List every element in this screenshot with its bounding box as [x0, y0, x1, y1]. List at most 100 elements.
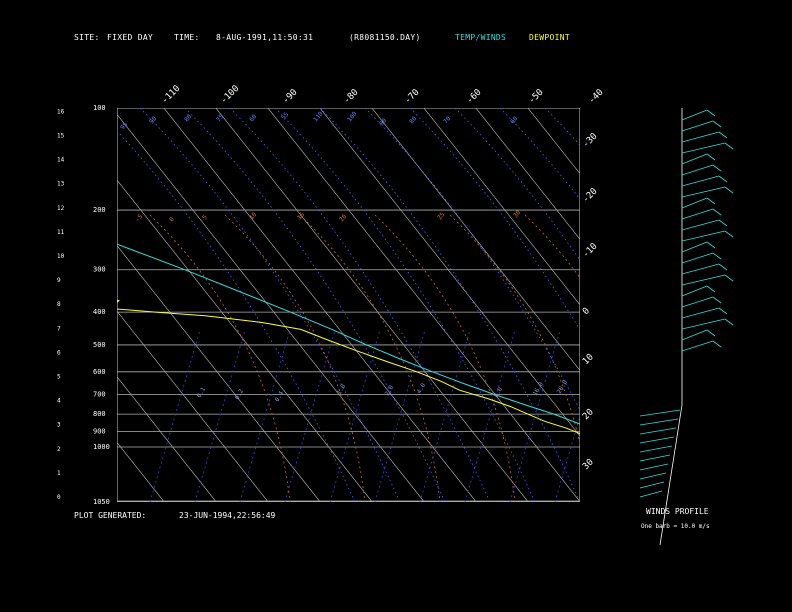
wind-barb-flag	[718, 263, 728, 271]
time-value: 8-AUG-1991,11:50:31	[216, 33, 314, 42]
isotherm-line	[215, 108, 528, 502]
wind-barb-flag	[706, 153, 716, 161]
wind-barb	[681, 340, 714, 352]
dry-adiabat-line	[364, 108, 580, 411]
wind-barb-flag	[706, 109, 716, 117]
pressure-label: 400	[93, 308, 106, 316]
right-temp-label: -10	[581, 242, 600, 261]
isotherm-line	[0, 108, 59, 501]
pressure-label: 500	[93, 341, 106, 349]
dry-adiabat-label: 95	[119, 121, 129, 131]
mixing-ratio-line	[509, 329, 561, 502]
wind-barb	[681, 109, 708, 121]
mixing-ratio-label: 4.0	[416, 382, 428, 395]
wind-barb-low	[639, 445, 673, 453]
wind-barb	[681, 252, 714, 264]
wind-barb	[681, 241, 708, 253]
winds-barb-note: One barb = 10.0 m/s	[641, 523, 710, 530]
moist-adiabat-label: 25	[436, 211, 446, 221]
moist-adiabat-label: 20	[338, 213, 348, 223]
wind-barb-low	[639, 409, 681, 417]
pressure-label: 200	[93, 206, 106, 214]
dry-adiabat-label: 100	[346, 110, 359, 123]
isotherm-line	[371, 108, 580, 372]
mixing-ratio-label: 2.0	[384, 384, 396, 397]
top-temp-label: -70	[403, 88, 422, 107]
pressure-label: 1000	[93, 443, 110, 451]
dry-adiabat-label: 55	[280, 111, 290, 121]
wind-barb	[681, 186, 726, 198]
pressure-label: 100	[93, 104, 106, 112]
dry-adiabat-label: 70	[442, 115, 452, 125]
moist-adiabat-label: 15	[296, 211, 306, 221]
dry-adiabat-label: 75	[215, 113, 225, 123]
wind-barb	[681, 197, 708, 209]
isotherm-line	[319, 108, 580, 437]
isotherm-line	[267, 108, 580, 502]
wind-barb	[681, 318, 726, 330]
height-label: 5	[57, 374, 61, 381]
height-label: 16	[57, 108, 65, 115]
wind-barb	[681, 164, 714, 176]
isotherm-line	[163, 108, 476, 502]
wind-barb-low	[639, 454, 671, 462]
right-temp-label: 20	[581, 407, 596, 422]
right-temp-label: 30	[581, 457, 596, 472]
moist-adiabat-label: 5	[201, 214, 209, 222]
temperature-line	[117, 243, 580, 425]
wind-barb-flag	[706, 285, 716, 293]
height-label: 6	[57, 349, 61, 356]
wind-barb	[681, 208, 714, 220]
pressure-label: 300	[93, 266, 106, 274]
winds-profile-title: WINDS PROFILE	[646, 507, 709, 516]
wind-barb	[681, 175, 720, 187]
isotherm-line	[117, 441, 164, 502]
height-label: 15	[57, 133, 65, 140]
pressure-label: 700	[93, 390, 106, 398]
site-value: FIXED DAY	[107, 33, 154, 42]
dry-adiabat-line	[499, 108, 580, 200]
pressure-label: 1050	[93, 498, 110, 506]
wind-barb-flag	[724, 230, 734, 238]
dry-adiabat-label: 80	[183, 113, 193, 123]
wind-barb	[681, 296, 714, 308]
dry-adiabat-line	[409, 108, 580, 331]
mixing-ratio-line	[239, 329, 291, 502]
wind-barb-flag	[712, 208, 722, 216]
mixing-ratio-line	[284, 329, 336, 502]
mixing-ratio-label: 1.0	[336, 383, 348, 396]
mixing-ratio-label: 0.1	[196, 386, 208, 399]
temp-legend: TEMP/WINDS	[455, 33, 507, 42]
plot-frame	[117, 108, 580, 502]
wind-barb	[681, 329, 708, 341]
top-temp-label: -40	[587, 88, 606, 107]
dry-adiabat-line	[139, 108, 401, 502]
wind-barb	[681, 307, 720, 319]
wind-barb-low	[639, 481, 665, 489]
top-temp-label: -100	[219, 84, 241, 106]
wind-barb	[681, 131, 720, 143]
wind-barb-flag	[712, 164, 722, 172]
dry-adiabat-line	[184, 108, 446, 502]
wind-barb-flag	[724, 142, 734, 150]
wind-barb-flag	[712, 340, 722, 348]
winds-axis-lower	[659, 404, 683, 546]
wind-barb-flag	[724, 318, 734, 326]
wind-barb-flag	[718, 131, 728, 139]
wind-barb-flag	[712, 120, 722, 128]
height-label: 3	[57, 422, 61, 429]
wind-barb	[681, 263, 720, 275]
wind-barb-low	[639, 472, 667, 480]
wind-barb-low	[639, 418, 679, 426]
dry-adiabat-line	[544, 108, 580, 146]
mixing-ratio-line	[149, 329, 201, 502]
dry-adiabat-line	[274, 108, 536, 502]
height-label: 4	[57, 398, 61, 405]
isotherm-line	[117, 245, 320, 502]
wind-barb-flag	[724, 274, 734, 282]
wind-barb-low	[639, 463, 669, 471]
time-label: TIME:	[174, 33, 200, 42]
isotherm-line	[423, 108, 580, 306]
moist-adiabat-label: 0	[168, 216, 176, 224]
